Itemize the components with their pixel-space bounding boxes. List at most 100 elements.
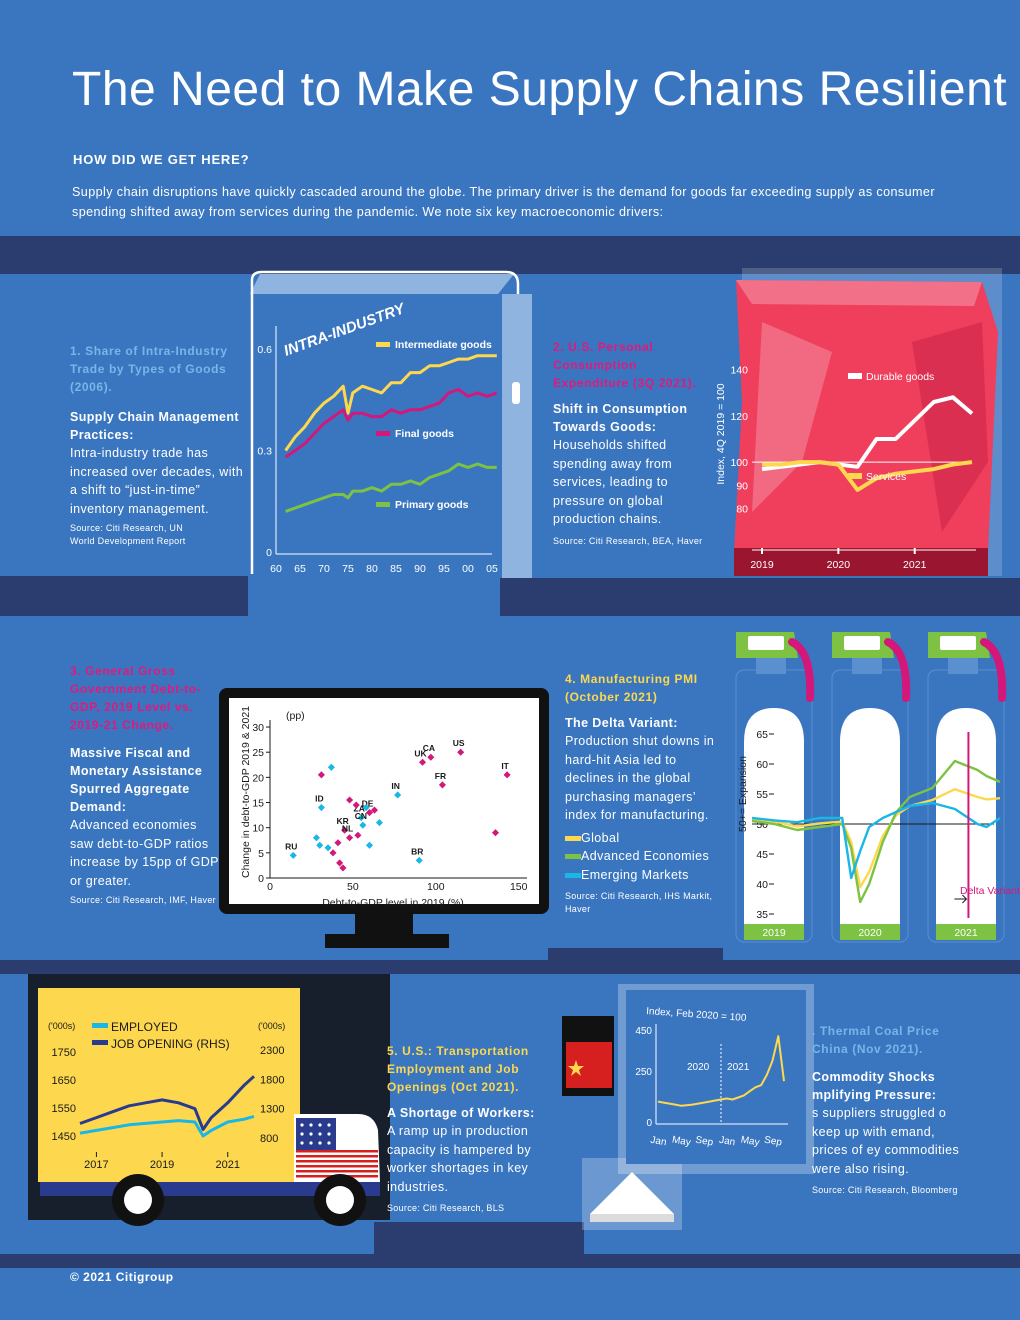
c5-y-tick-left: 1550 <box>52 1103 76 1115</box>
coal-pile-illustration <box>582 1158 682 1230</box>
c3-point <box>346 796 354 804</box>
section-3-body: Advanced economies saw debt-to-GDP ratio… <box>70 818 219 888</box>
c1-x-tick: 95 <box>438 563 450 575</box>
c6-x-tick: Jan <box>650 1135 668 1149</box>
band-mid-left <box>0 576 248 616</box>
c1-y-tick: 0.6 <box>257 344 272 356</box>
c3-point <box>370 806 378 814</box>
c3-y-tick: 15 <box>252 798 264 810</box>
footer-copyright: © 2021 Citigroup <box>70 1270 174 1284</box>
flag-star <box>309 1123 313 1127</box>
intra-industry-plot: 60 65 70 75 80 85 90 95 00 05 0 0.3 0.6 Intermediate … <box>257 326 498 575</box>
delta-annotation: Delta Variant <box>960 885 1020 897</box>
truck-hubcap-front <box>326 1186 354 1214</box>
c6-x-tick: Jan <box>718 1135 736 1149</box>
c1-series-line <box>284 354 497 452</box>
c1-series-line <box>284 388 498 459</box>
c1-x-tick: 70 <box>318 563 330 575</box>
c6-y-tick: 450 <box>635 1026 652 1037</box>
bottle-trigger-arm <box>884 638 911 702</box>
band-lower-2 <box>548 948 723 974</box>
section-2-source: Source: Citi Research, BEA, Haver <box>553 535 703 546</box>
c5-y-tick-left: 1650 <box>52 1075 76 1087</box>
c1-y-tick: 0.3 <box>257 445 272 457</box>
c4-y-tick: 45 <box>756 849 768 861</box>
c4-y-tick: 60 <box>756 759 768 771</box>
coal-illustration <box>562 1016 614 1096</box>
flag-star <box>318 1123 322 1127</box>
c3-point-label: US <box>453 738 465 748</box>
c1-x-tick: 80 <box>366 563 378 575</box>
section-1-heading: 1. Share of Intra-Industry Trade by Type… <box>70 344 228 394</box>
truck-hubcap-rear <box>124 1186 152 1214</box>
c2-x-tick: 2020 <box>827 559 851 571</box>
section-1-source: Source: Citi Research, UN World Developm… <box>70 523 186 546</box>
c3-y-tick: 0 <box>258 873 264 885</box>
monitor-screen <box>229 698 539 904</box>
c3-point-label: CN <box>355 811 367 821</box>
c6-x-tick: May <box>671 1134 692 1148</box>
section-1-subheading: Supply Chain Management Practices: <box>70 410 239 442</box>
c3-point <box>357 814 365 822</box>
pmi-legend: Global Advanced Economies Emerging Marke… <box>565 829 715 885</box>
flag-stripe <box>296 1160 378 1163</box>
china-flag <box>566 1042 612 1088</box>
c3-point-label: BR <box>411 846 423 856</box>
c3-point-label: KR <box>336 816 348 826</box>
flag-star <box>327 1141 331 1145</box>
section-3-subheading: Massive Fiscal and Monetary Assistance S… <box>70 746 203 814</box>
c2-series-line <box>761 395 974 472</box>
c6-year-label: 2021 <box>727 1062 750 1073</box>
section-6-source: Source: Citi Research, Bloomberg <box>812 1185 958 1195</box>
c6-x-tick: May <box>740 1134 761 1148</box>
c6-x-tick: Sep <box>695 1135 715 1149</box>
c3-x-tick: 0 <box>267 881 273 893</box>
c3-point-label: UK <box>414 748 427 758</box>
bottle-vent <box>844 636 880 650</box>
c3-point-label: RU <box>285 841 297 851</box>
transport-plot: 1450 1550 1650 1750 800 1300 1800 2300 2017 2019 2… <box>52 1045 285 1171</box>
flag-star <box>309 1132 313 1136</box>
pmi-ylabel: 50+= Expansion <box>737 756 749 832</box>
c3-point <box>415 856 423 864</box>
band-lower <box>0 960 1020 974</box>
section-6: . Thermal Coal Price China (Nov 2021). C… <box>812 1022 972 1197</box>
section-4-body: Production shut downs in hard-hit Asia l… <box>565 734 715 822</box>
pce-plot: 80 90 100 120 140 2019 2020 2021 Durable goods Se… <box>730 365 976 571</box>
c3-x-tick: 100 <box>427 881 445 893</box>
bottle-neck <box>852 658 882 674</box>
flag-stripe <box>296 1170 378 1173</box>
bottle-neck <box>948 658 978 674</box>
c1-x-tick: 90 <box>414 563 426 575</box>
legend-job-swatch <box>92 1040 108 1045</box>
c4-delta-arrow <box>954 894 968 904</box>
c5-y-tick-right: 1300 <box>260 1104 284 1116</box>
band-top-left <box>0 236 1020 274</box>
bottle-trigger-arm <box>980 638 1007 702</box>
c4-y-tick: 35 <box>756 909 768 921</box>
section-3: 3. General Gross Government Debt-to-GDP,… <box>70 662 220 907</box>
c6-y-tick: 250 <box>635 1067 652 1078</box>
c3-point-label: IN <box>391 781 400 791</box>
c6-series-line <box>657 1035 785 1107</box>
pipe-top-cap <box>250 274 514 294</box>
c1-legend-label: Primary goods <box>395 499 469 511</box>
c1-y-tick: 0 <box>266 547 272 559</box>
section-2-subheading: Shift in Consumption Towards Goods: <box>553 402 688 434</box>
band-bottom-2 <box>374 1222 584 1254</box>
bottle-year-band <box>936 924 996 940</box>
c2-y-tick: 80 <box>736 503 748 515</box>
legend-advanced: Advanced Economies <box>565 847 715 866</box>
pipe-side <box>502 294 532 578</box>
c5-y-tick-right: 1800 <box>260 1074 284 1086</box>
c1-x-tick: 00 <box>462 563 474 575</box>
c1-legend-swatch <box>376 342 390 347</box>
c2-legend-label: Services <box>866 471 906 483</box>
pipe-outline <box>250 270 520 574</box>
c2-legend-swatch <box>848 373 862 379</box>
section-2-heading: 2. U.S. Personal Consumption Expenditure… <box>553 340 697 390</box>
c3-y-tick: 20 <box>252 772 264 784</box>
pmi-chart: 35 40 45 50 55 60 65 2019 2020 2021 50+= Expansio… <box>735 632 1020 943</box>
flag-star <box>318 1132 322 1136</box>
